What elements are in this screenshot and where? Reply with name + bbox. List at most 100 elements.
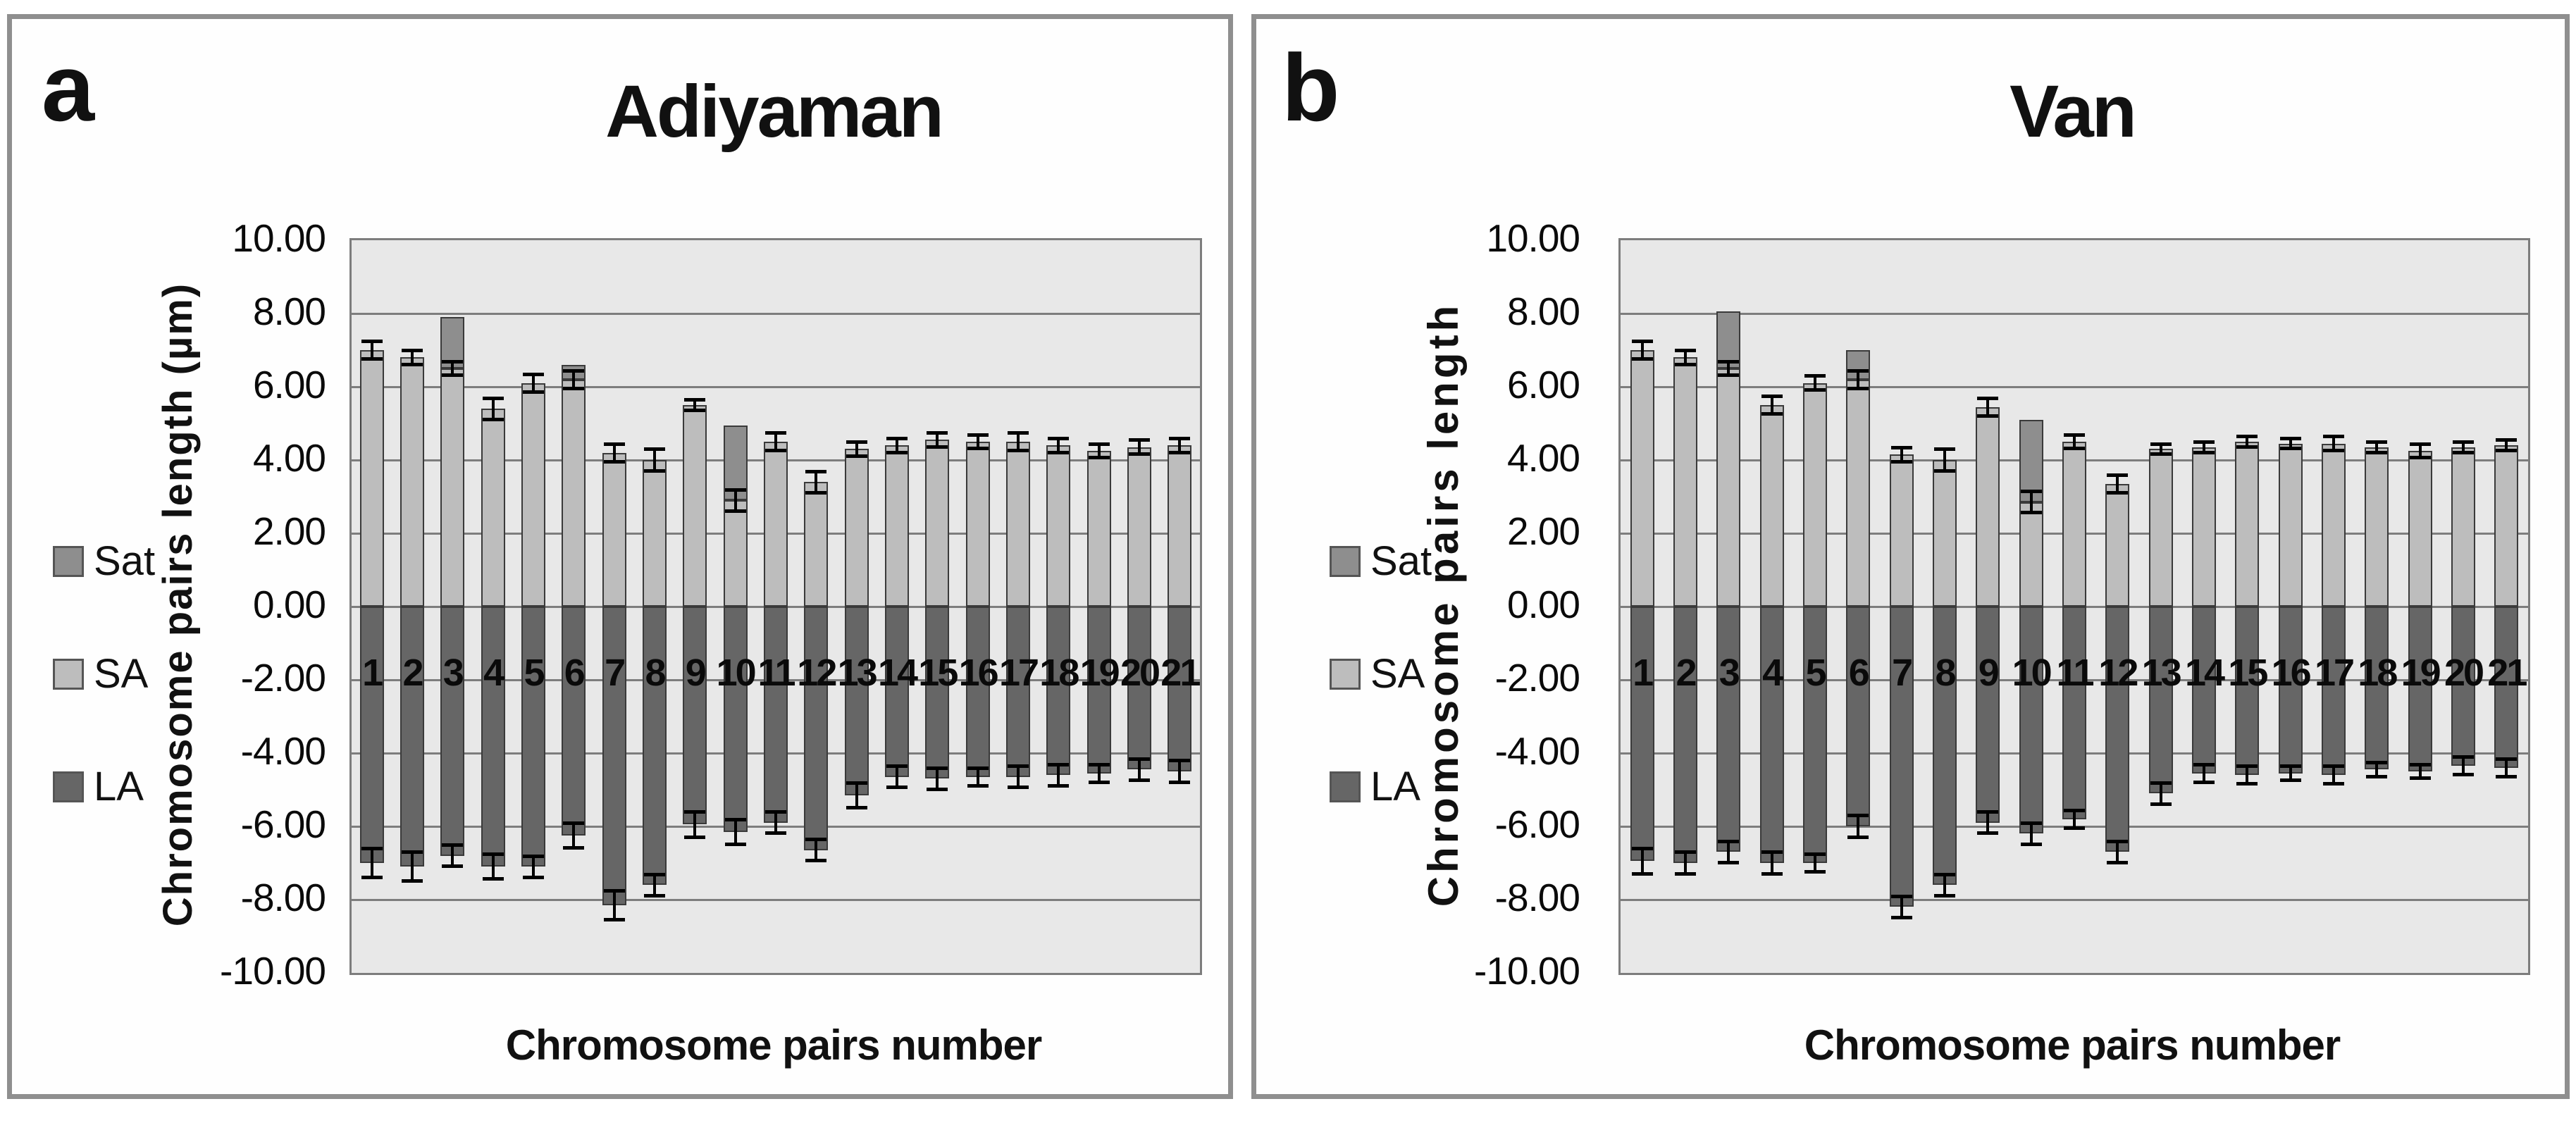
error-bar-sa-12-cap-top: [805, 469, 827, 473]
error-bar-sa-1-cap-bottom: [361, 357, 383, 361]
category-label-15: 15: [2228, 651, 2268, 694]
error-bar-sa-14-cap-bottom: [886, 450, 908, 454]
category-label-13: 13: [2141, 651, 2182, 694]
error-bar-la-20-cap-bottom: [1129, 778, 1150, 782]
sat-swatch-icon: [53, 546, 84, 577]
error-bar-sa-17-cap-top: [1008, 431, 1029, 435]
bar-sa-19: [1086, 451, 1111, 607]
error-bar-sa-16: [2289, 437, 2292, 449]
bar-sa-2: [400, 357, 424, 607]
y-tick-label--6.00: -6.00: [240, 802, 326, 846]
error-bar-la-14-cap-bottom: [2193, 780, 2215, 784]
error-bar-la-21: [1178, 760, 1182, 783]
error-bar-sa-6-cap-top: [1847, 368, 1869, 373]
error-bar-la-3-cap-top: [1718, 839, 1740, 843]
category-label-21: 21: [1160, 651, 1201, 694]
gridline--8: [1621, 899, 2528, 901]
error-bar-sa-10-cap-bottom: [724, 509, 746, 513]
bar-la-5: [521, 607, 545, 867]
category-label-12: 12: [797, 651, 837, 694]
error-bar-la-15-cap-bottom: [927, 788, 948, 791]
error-bar-la-18-cap-bottom: [1048, 783, 1070, 788]
y-tick-label--8.00: -8.00: [1494, 876, 1580, 919]
gridline-6: [1621, 386, 2528, 388]
legend-label-sa: SA: [94, 651, 149, 697]
bar-la-12: [804, 607, 829, 850]
bar-la-11: [2062, 607, 2086, 819]
error-bar-la-2: [1684, 852, 1687, 874]
error-bar-la-11: [2073, 809, 2076, 828]
error-bar-la-16-cap-bottom: [967, 783, 989, 788]
error-bar-sa-6: [572, 370, 576, 389]
error-bar-sa-3-cap-bottom: [442, 373, 464, 378]
error-bar-sa-5-cap-top: [523, 372, 544, 376]
bar-sa-6: [562, 379, 586, 607]
bar-la-18: [2365, 607, 2389, 770]
error-bar-la-10-cap-bottom: [724, 843, 746, 846]
error-bar-sa-10: [733, 489, 737, 511]
bar-sa-10: [723, 500, 748, 607]
bar-sa-9: [683, 405, 707, 607]
y-tick-label-10.00: 10.00: [1486, 216, 1580, 260]
error-bar-la-9: [1986, 812, 1990, 834]
error-bar-la-10-cap-bottom: [2020, 843, 2042, 846]
error-bar-la-11-cap-bottom: [2064, 826, 2085, 830]
error-bar-la-16-cap-top: [2279, 764, 2301, 769]
category-label-3: 3: [1719, 651, 1740, 694]
error-bar-la-8-cap-top: [1934, 872, 1955, 876]
error-bar-sa-21-cap-bottom: [2496, 449, 2518, 452]
error-bar-sa-20-cap-bottom: [2453, 450, 2474, 454]
y-tick-label-8.00: 8.00: [252, 290, 326, 333]
bar-sa-3: [1716, 368, 1741, 607]
category-label-5: 5: [1805, 651, 1826, 694]
error-bar-la-12-cap-bottom: [805, 859, 827, 863]
error-bar-la-16-cap-bottom: [2279, 778, 2301, 782]
error-bar-sa-8-cap-top: [644, 447, 665, 452]
error-bar-la-13: [2159, 782, 2162, 805]
bar-la-16: [965, 607, 990, 777]
error-bar-sa-14: [896, 437, 898, 453]
legend-label-sat: Sat: [1370, 538, 1432, 584]
error-bar-sa-19-cap-top: [2409, 442, 2431, 446]
bar-la-14: [885, 607, 909, 777]
error-bar-la-5-cap-top: [1804, 852, 1826, 856]
error-bar-la-13-cap-bottom: [846, 806, 867, 809]
error-bar-sa-9: [693, 399, 697, 411]
error-bar-sa-18-cap-top: [1048, 436, 1070, 440]
category-label-15: 15: [918, 651, 958, 694]
error-bar-la-21-cap-top: [1169, 759, 1191, 763]
error-bar-la-9-cap-bottom: [1977, 831, 1999, 836]
bar-sa-1: [1630, 350, 1654, 607]
error-bar-sa-8-cap-bottom: [644, 468, 665, 473]
error-bar-la-6-cap-top: [563, 821, 585, 825]
bar-sa-20: [2451, 447, 2475, 607]
error-bar-sa-21: [1178, 437, 1182, 453]
bar-sa-5: [1803, 383, 1827, 607]
bar-la-8: [1933, 607, 1957, 886]
bar-la-6: [562, 607, 586, 836]
error-bar-la-5: [1814, 854, 1816, 872]
error-bar-la-7-cap-bottom: [603, 917, 625, 921]
category-label-6: 6: [1848, 651, 1870, 694]
error-bar-la-9-cap-bottom: [684, 835, 706, 839]
error-bar-la-20-cap-bottom: [2453, 773, 2474, 777]
category-label-12: 12: [2098, 651, 2138, 694]
category-label-2: 2: [402, 651, 423, 694]
y-tick-label-0.00: 0.00: [1506, 583, 1580, 626]
bar-la-21: [2494, 607, 2519, 768]
error-bar-la-5-cap-top: [523, 854, 544, 858]
bar-sa-20: [1127, 447, 1151, 607]
error-bar-la-13-cap-bottom: [2150, 802, 2172, 806]
panel-a-chart-title: Adiyaman: [605, 70, 944, 153]
error-bar-sa-19-cap-top: [1088, 442, 1110, 446]
error-bar-la-14: [2203, 764, 2205, 783]
error-bar-la-3: [451, 845, 454, 867]
error-bar-sa-17-cap-bottom: [2323, 449, 2344, 452]
error-bar-sa-9-cap-top: [1977, 396, 1999, 400]
error-bar-sa-15-cap-bottom: [927, 445, 948, 449]
panel-a-corner-label: a: [42, 35, 94, 141]
category-label-18: 18: [2358, 651, 2398, 694]
error-bar-sa-8: [653, 449, 656, 471]
category-label-21: 21: [2487, 651, 2527, 694]
error-bar-la-15-cap-bottom: [2236, 782, 2258, 786]
